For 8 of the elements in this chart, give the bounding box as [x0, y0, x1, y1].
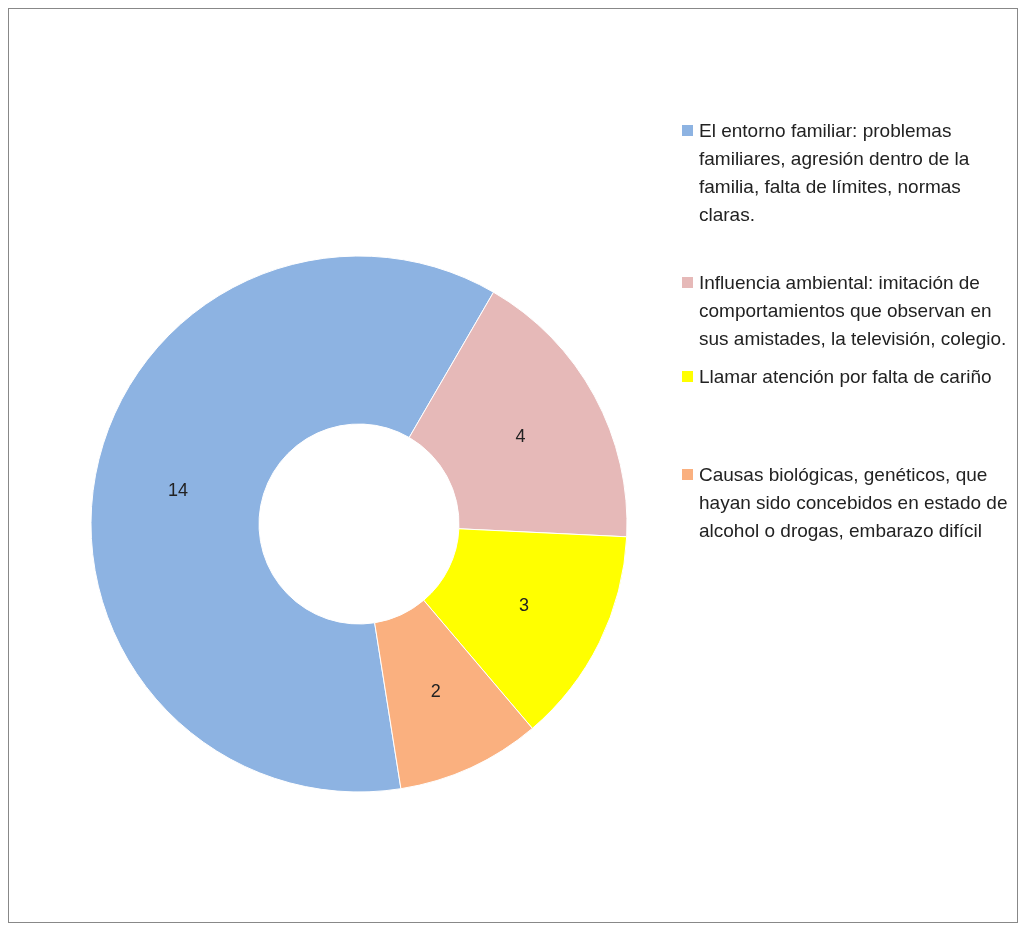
data-label: 4: [515, 426, 526, 447]
data-label: 2: [430, 681, 441, 702]
legend-label: Influencia ambiental: imitación de comportamientos que observan en sus amistades, la televisión, colegio.: [699, 271, 1008, 351]
data-label: 3: [519, 595, 530, 616]
legend-label: Causas biológicas, genéticos, que hayan sido concebidos en estado de alcohol o drogas, embarazo difícil: [699, 463, 1009, 543]
data-label: 14: [168, 480, 189, 501]
legend-label: Llamar atención por falta de cariño: [699, 365, 992, 389]
legend-label: El entorno familiar: problemas familiares, agresión dentro de la familia, falta de límites, normas claras.: [699, 119, 971, 227]
